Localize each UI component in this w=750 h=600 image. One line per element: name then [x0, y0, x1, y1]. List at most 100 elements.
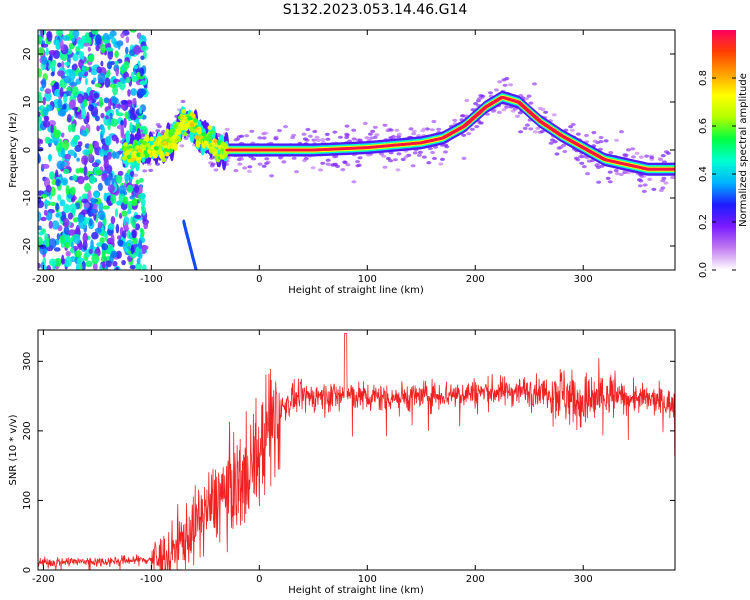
spectrogram-noise-cell [102, 205, 110, 210]
spectrogram-ridge-cell [145, 142, 151, 148]
spectrogram-noise-cell [46, 31, 53, 42]
y-tick-label: 0 [22, 147, 33, 153]
spectrogram-halo-cell [355, 160, 360, 164]
spectrogram-halo-cell [388, 136, 394, 140]
spectrogram-noise-cell [43, 200, 51, 205]
spectrogram-noise-cell [141, 204, 145, 212]
spectrogram-ridge-cell [222, 143, 228, 148]
spectrogram-noise-cell [102, 39, 110, 44]
spectrogram-halo-cell [501, 108, 507, 112]
spectrogram-noise-cell [63, 203, 71, 214]
spectrogram-noise-cell [133, 185, 140, 193]
spectrogram-noise-cell [127, 89, 131, 97]
spectrogram-noise-cell [60, 177, 69, 186]
spectrogram-halo-cell [388, 159, 394, 163]
spectrogram-noise-cell [38, 47, 45, 56]
spectrogram-noise-cell [83, 202, 90, 208]
spectrogram-halo-cell [478, 121, 484, 125]
spectrogram-noise-cell [130, 71, 135, 79]
spectrogram-halo-cell [411, 132, 417, 136]
spectrogram-noise-cell [87, 46, 91, 52]
spectrogram-noise-cell [90, 209, 99, 214]
spectrogram-halo-cell [599, 164, 605, 168]
spectrogram-halo-cell [474, 125, 480, 129]
spectrogram-noise-cell [55, 39, 60, 50]
spectrogram-halo-cell [641, 189, 647, 193]
spectrogram-noise-cell [115, 266, 119, 270]
spectrogram-halo-cell [332, 130, 338, 134]
spectrogram-noise-cell [91, 162, 100, 168]
spectrogram-noise-cell [120, 103, 126, 110]
spectrogram-halo-cell [372, 125, 378, 129]
x-tick-label: 300 [574, 274, 593, 285]
spectrogram-noise-cell [56, 160, 65, 170]
spectrogram-noise-cell [64, 241, 71, 249]
spectrogram-noise-cell [109, 112, 113, 119]
spectrogram-halo-cell [233, 138, 239, 142]
spectrogram-noise-cell [123, 117, 127, 128]
spectrogram-noise-cell [103, 158, 109, 168]
spectrogram-ridge-cell [155, 150, 161, 155]
spectrogram-halo-cell [417, 150, 423, 154]
spectrogram-noise-cell [116, 124, 124, 130]
colorbar-tick-label: 0.0 [698, 262, 709, 278]
spectrogram-noise-cell [61, 35, 70, 41]
spectrogram-noise-cell [42, 96, 46, 106]
spectrogram-halo-cell [561, 143, 567, 147]
spectrogram-halo-cell [552, 140, 558, 144]
spectrogram-noise-cell [122, 196, 129, 205]
spectrogram-halo-cell [532, 130, 538, 134]
spectrogram-noise-cell [97, 182, 103, 192]
colorbar-tick-label: 0.8 [698, 70, 709, 86]
spectrogram-noise-cell [127, 209, 131, 215]
spectrogram-ridge-cell [152, 153, 158, 159]
spectrogram-noise-cell [129, 30, 137, 33]
spectrogram-noise-cell [38, 152, 41, 164]
spectrogram-noise-cell [49, 238, 57, 249]
spectrogram-ridge-cell [130, 157, 136, 162]
spectrogram-noise-cell [120, 32, 125, 39]
spectrogram-halo-cell [307, 134, 313, 138]
spectrogram-noise-cell [61, 147, 66, 159]
spectrogram-noise-cell [138, 88, 147, 96]
spectrogram-halo-cell [357, 156, 363, 160]
spectrogram-noise-cell [71, 197, 75, 203]
spectrogram-ridge-cell [136, 152, 142, 157]
spectrogram-halo-cell [213, 168, 219, 172]
spectrogram-noise-cell [90, 239, 94, 251]
spectrogram-ridge-cell [194, 135, 200, 140]
spectrogram-noise-cell [114, 50, 119, 58]
spectrogram-noise-cell [97, 221, 103, 229]
spectrogram-noise-cell [114, 208, 119, 218]
spectrogram-ridge-cell [212, 151, 218, 156]
spectrogram-halo-cell [364, 136, 370, 140]
spectrogram-noise-cell [82, 149, 91, 156]
spectrogram-noise-cell [112, 260, 118, 267]
spectrogram-halo-cell [515, 114, 520, 118]
spectrogram-noise-cell [84, 183, 91, 193]
spectrogram-noise-cell [77, 242, 83, 251]
spectrogram-halo-cell [265, 160, 271, 164]
spectrogram-noise-cell [105, 115, 109, 120]
spectrogram-halo-cell [344, 124, 350, 128]
spectrogram-halo-cell [634, 151, 640, 155]
spectrogram-halo-cell [351, 128, 357, 132]
spectrogram-halo-cell [431, 119, 437, 124]
spectrogram-noise-cell [98, 96, 104, 108]
spectrogram-halo-cell [618, 172, 624, 177]
spectrogram-noise-cell [117, 239, 124, 247]
spectrogram-noise-cell [129, 122, 133, 132]
spectrogram-noise-cell [104, 177, 111, 186]
spectrogram-noise-cell [78, 71, 83, 78]
spectrogram-noise-cell [115, 67, 119, 77]
spectrogram-halo-cell [224, 127, 230, 131]
spectrogram-halo-cell [351, 137, 357, 141]
spectrogram-halo-cell [261, 136, 267, 140]
spectrogram-halo-cell [302, 137, 308, 141]
spectrogram-noise-cell [103, 97, 110, 104]
spectrogram-noise-cell [38, 146, 44, 152]
spectrogram-halo-cell [443, 150, 448, 154]
spectrogram-noise-cell [41, 163, 50, 169]
y-tick-label: -20 [22, 238, 33, 254]
spectrogram-halo-cell [157, 125, 162, 129]
